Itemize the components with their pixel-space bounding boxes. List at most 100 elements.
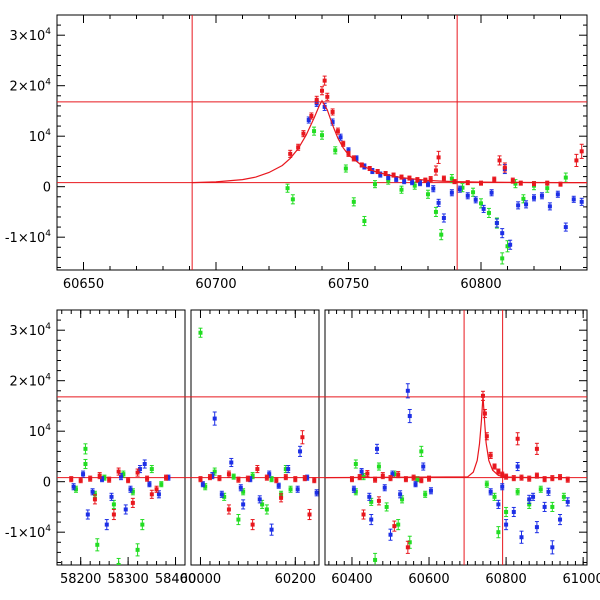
x-tick-label: 58300 — [107, 572, 148, 587]
data-point-blue — [90, 489, 95, 494]
data-point-blue — [330, 120, 335, 125]
data-point-blue — [516, 203, 521, 208]
y-tick-label: 104 — [29, 128, 52, 145]
data-point-blue — [238, 485, 243, 490]
data-point-green — [320, 133, 324, 138]
data-point-green — [111, 502, 116, 507]
data-point-blue — [314, 490, 319, 495]
data-point-red — [479, 181, 483, 186]
data-point-green — [83, 446, 88, 451]
data-point-red — [207, 475, 212, 480]
data-point-green — [399, 187, 404, 192]
data-point-blue — [166, 475, 171, 480]
data-point-blue — [534, 525, 539, 530]
data-point-blue — [519, 535, 524, 540]
data-point-blue — [481, 206, 486, 211]
data-point-red — [376, 498, 381, 503]
data-point-green — [362, 219, 367, 224]
data-point-green — [361, 474, 366, 479]
data-point-blue — [359, 469, 364, 474]
data-point-blue — [142, 462, 147, 467]
data-point-blue — [563, 225, 568, 230]
x-tick-label: 60650 — [63, 277, 104, 292]
data-point-green — [264, 507, 269, 512]
data-point-green — [73, 487, 78, 492]
data-point-green — [376, 464, 381, 469]
data-point-blue — [147, 482, 152, 487]
data-point-red — [330, 109, 335, 114]
data-point-red — [198, 477, 203, 482]
data-point-green — [396, 522, 401, 527]
data-point-green — [505, 244, 510, 249]
data-point-red — [279, 495, 284, 500]
x-tick-label: 60800 — [485, 572, 526, 587]
data-point-red — [135, 470, 140, 475]
data-point-blue — [81, 472, 86, 477]
data-point-red — [309, 113, 314, 118]
data-point-blue — [119, 474, 123, 479]
data-point-red — [236, 477, 241, 482]
data-point-green — [130, 489, 135, 494]
data-point-red — [322, 78, 327, 83]
data-point-red — [325, 94, 330, 99]
data-point-green — [563, 175, 568, 180]
data-point-blue — [305, 475, 310, 480]
data-point-blue — [212, 416, 217, 421]
plot-area — [57, 310, 587, 565]
data-point-green — [102, 475, 107, 480]
data-point-blue — [241, 502, 246, 507]
data-point-red — [383, 171, 388, 176]
data-point-red — [558, 182, 563, 187]
data-point-red — [346, 151, 351, 156]
series-red — [288, 75, 584, 187]
data-point-red — [88, 476, 93, 481]
data-point-blue — [496, 502, 501, 507]
data-point-blue — [558, 517, 563, 522]
data-point-blue — [449, 190, 454, 195]
data-point-red — [312, 478, 317, 483]
y-tick-label: 3×104 — [10, 322, 52, 339]
y-tick-label: 0 — [43, 476, 51, 491]
data-point-blue — [322, 104, 327, 109]
data-point-blue — [351, 487, 356, 492]
data-point-green — [439, 232, 444, 237]
data-point-red — [365, 471, 370, 476]
data-point-green — [241, 489, 246, 494]
data-point-green — [290, 197, 295, 202]
series-blue — [306, 99, 584, 250]
data-point-blue — [436, 200, 441, 205]
data-point-blue — [269, 527, 274, 532]
data-point-blue — [295, 487, 300, 492]
data-point-blue — [388, 532, 393, 537]
data-point-red — [405, 545, 410, 550]
data-point-red — [391, 173, 396, 178]
y-tick-label: -1×104 — [5, 524, 51, 541]
data-point-red — [518, 181, 523, 186]
data-point-blue — [410, 180, 415, 185]
data-point-green — [312, 129, 317, 134]
data-point-blue — [426, 182, 430, 187]
data-point-red — [130, 500, 135, 505]
data-point-blue — [298, 449, 303, 454]
data-point-red — [361, 512, 366, 517]
data-point-green — [212, 469, 217, 474]
data-point-red — [527, 476, 532, 481]
data-point-blue — [378, 172, 383, 177]
data-point-red — [245, 476, 250, 481]
data-point-green — [479, 201, 483, 206]
data-point-red — [250, 522, 255, 527]
data-point-blue — [386, 175, 391, 180]
data-point-blue — [306, 118, 311, 123]
data-point-blue — [531, 494, 536, 499]
data-point-green — [386, 178, 391, 183]
data-point-blue — [547, 204, 552, 209]
data-point-blue — [500, 231, 505, 236]
data-point-green — [231, 474, 236, 479]
data-point-red — [496, 469, 501, 474]
data-point-blue — [104, 522, 109, 527]
data-point-red — [427, 476, 432, 481]
data-point-red — [307, 512, 312, 517]
data-point-green — [513, 181, 518, 186]
data-point-red — [484, 434, 489, 439]
